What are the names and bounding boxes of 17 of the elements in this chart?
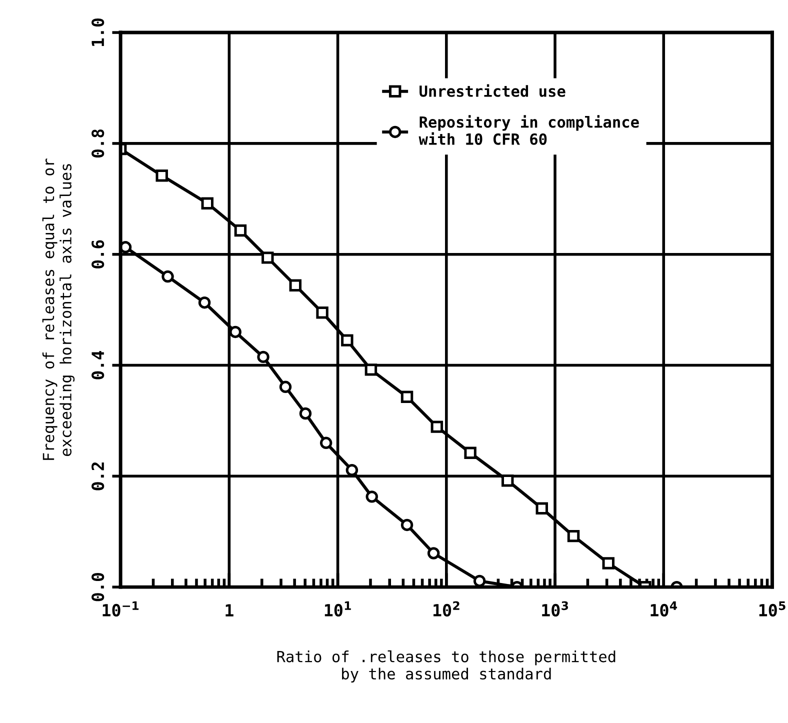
y-tick-label: 0.0 [92, 573, 104, 602]
legend-label: Unrestricted use [420, 84, 566, 97]
x-axis-title: Ratio of .releases to those permitted by the assumed standard [277, 650, 616, 682]
legend-label: Repository in compliance with 10 CFR 60 [418, 115, 639, 145]
y-tick-label: 0.6 [92, 240, 104, 268]
x-tick-label: 10$^{2}$ [434, 601, 460, 617]
y-tick-label: 1.0 [92, 18, 104, 46]
x-tick-label: 10$^{1}$ [324, 601, 351, 617]
x-tick-label: 1 [226, 604, 234, 616]
x-tick-label: 10$^{5}$ [759, 601, 786, 617]
y-axis-title: Frequency of releases equal to or exceeding horizontal axis values [42, 158, 75, 460]
y-tick-label: 0.4 [92, 350, 104, 380]
y-tick-label: 0.8 [92, 129, 104, 158]
x-tick-label: 10$^{3}$ [542, 601, 568, 617]
x-tick-label: 10$^{4}$ [650, 601, 678, 617]
x-tick-label: 10$^{−1}$ [102, 601, 139, 617]
y-tick-label: 0.2 [92, 462, 104, 490]
